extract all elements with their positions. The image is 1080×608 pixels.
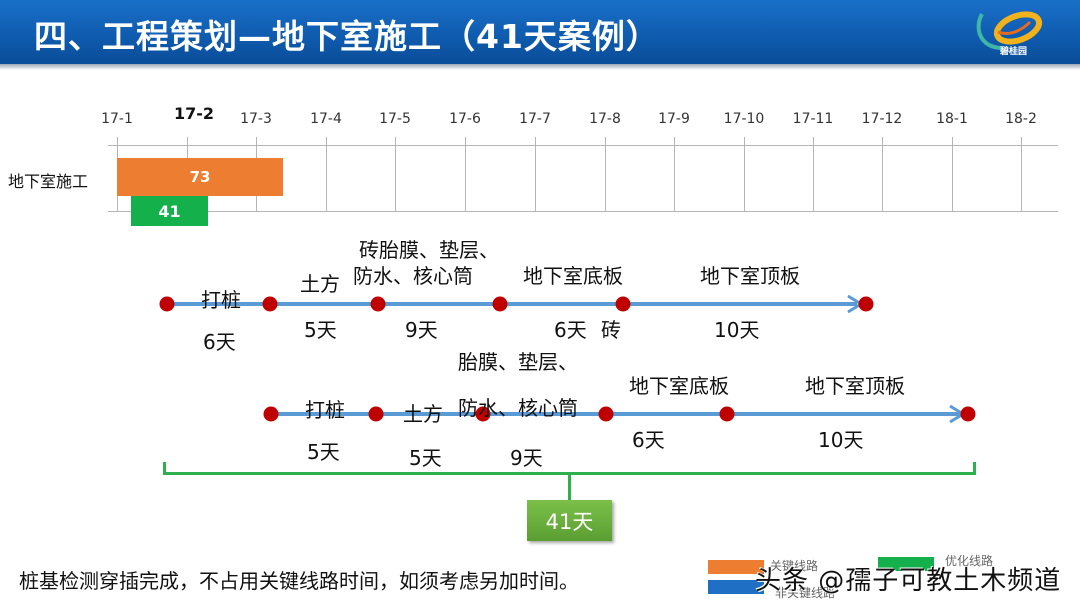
gridline xyxy=(535,137,536,211)
task-label-line1: 砖胎膜、垫层、 xyxy=(359,238,499,262)
bar-original-duration: 73 xyxy=(117,158,283,196)
milestone-dot xyxy=(368,406,384,422)
milestone-dot xyxy=(262,296,278,312)
task-label: 地下室顶板 xyxy=(700,264,800,288)
milestone-dot xyxy=(858,296,874,312)
milestone-dot xyxy=(615,296,631,312)
milestone-dot xyxy=(719,406,735,422)
gridline-bottom xyxy=(108,211,1058,212)
axis-label: 17-1 xyxy=(101,111,133,127)
axis-label: 17-8 xyxy=(589,111,621,127)
brace-right-end xyxy=(973,462,976,475)
task-label-line2: 防水、核心筒 xyxy=(458,396,578,420)
duration-label: 10天 xyxy=(714,318,760,342)
legend-swatch-critical xyxy=(708,560,764,574)
milestone-dot xyxy=(370,296,386,312)
brace-stem xyxy=(568,472,571,500)
duration-label: 6天 xyxy=(554,318,587,342)
duration-label: 6天 xyxy=(203,330,236,354)
task-label: 打桩 xyxy=(305,398,345,422)
legend-label-critical: 关键线路 xyxy=(770,559,819,573)
duration-label: 5天 xyxy=(304,318,337,342)
duration-label: 10天 xyxy=(818,428,864,452)
axis-label: 17-3 xyxy=(240,111,272,127)
axis-label-highlighted: 17-2 xyxy=(173,104,215,123)
axis-label: 17-11 xyxy=(792,111,834,127)
duration-label: 5天 xyxy=(307,440,340,464)
axis-label: 17-7 xyxy=(519,111,551,127)
milestone-dot xyxy=(492,296,508,312)
legend-swatch-noncritical xyxy=(708,580,764,594)
milestone-dot xyxy=(960,406,976,422)
gridline xyxy=(813,137,814,211)
axis-label: 17-9 xyxy=(658,111,690,127)
duration-label: 9天 xyxy=(405,318,438,342)
footnote: 桩基检测穿插完成，不占用关键线路时间，如须考虑另加时间。 xyxy=(19,569,579,593)
task-label: 地下室底板 xyxy=(629,374,729,398)
milestone-dot xyxy=(598,406,614,422)
axis-label: 17-5 xyxy=(379,111,411,127)
gridline xyxy=(674,137,675,211)
axis-label: 17-10 xyxy=(723,111,765,127)
gridline xyxy=(326,137,327,211)
brace-left-end xyxy=(163,462,166,475)
bar-value: 73 xyxy=(189,168,211,186)
gridline xyxy=(882,137,883,211)
gridline xyxy=(605,137,606,211)
legend-swatch-optimized xyxy=(878,557,934,571)
task-label: 土方 xyxy=(403,402,443,426)
legend-label-optimized: 优化线路 xyxy=(945,554,994,568)
header-divider xyxy=(0,64,1080,70)
task-label-line1: 胎膜、垫层、 xyxy=(458,350,578,374)
task-label: 打桩 xyxy=(201,288,241,312)
duration-label: 6天 xyxy=(632,428,665,452)
duration-label: 9天 xyxy=(510,446,543,470)
watermark: 头条 @孺子可教土木频道 xyxy=(755,566,1062,596)
timeline-arrow-line xyxy=(167,302,857,306)
axis-label: 18-1 xyxy=(936,111,968,127)
milestone-dot xyxy=(159,296,175,312)
task-label: 地下室顶板 xyxy=(805,374,905,398)
task-label-line2: 防水、核心筒 xyxy=(353,264,473,288)
header-banner: 四、工程策划—地下室施工（41天案例） 碧桂园 xyxy=(0,0,1080,64)
company-logo-icon xyxy=(976,11,1043,50)
axis-label: 17-12 xyxy=(861,111,903,127)
milestone-dot xyxy=(475,406,491,422)
logo-text: 碧桂园 xyxy=(1000,47,1028,57)
stray-text: 砖 xyxy=(601,318,621,342)
bar-value: 41 xyxy=(158,201,181,221)
milestone-dot xyxy=(263,406,279,422)
gridline xyxy=(952,137,953,211)
axis-label: 17-4 xyxy=(310,111,342,127)
row-label: 地下室施工 xyxy=(8,172,89,191)
duration-label: 5天 xyxy=(409,446,442,470)
axis-label: 17-6 xyxy=(449,111,481,127)
task-label: 土方 xyxy=(300,272,340,296)
timeline-arrow-line xyxy=(271,412,961,416)
gridline xyxy=(744,137,745,211)
gridline xyxy=(395,137,396,211)
task-label: 地下室底板 xyxy=(523,264,623,288)
legend-label-noncritical: 非关键线路 xyxy=(775,586,836,600)
axis-label: 18-2 xyxy=(1005,111,1037,127)
bar-optimized-duration: 41 xyxy=(131,196,208,226)
page-title: 四、工程策划—地下室施工（41天案例） xyxy=(34,17,660,56)
total-duration-badge: 41天 xyxy=(527,500,612,541)
gridline-top xyxy=(108,145,1058,146)
gridline xyxy=(465,137,466,211)
gridline xyxy=(1021,137,1022,211)
